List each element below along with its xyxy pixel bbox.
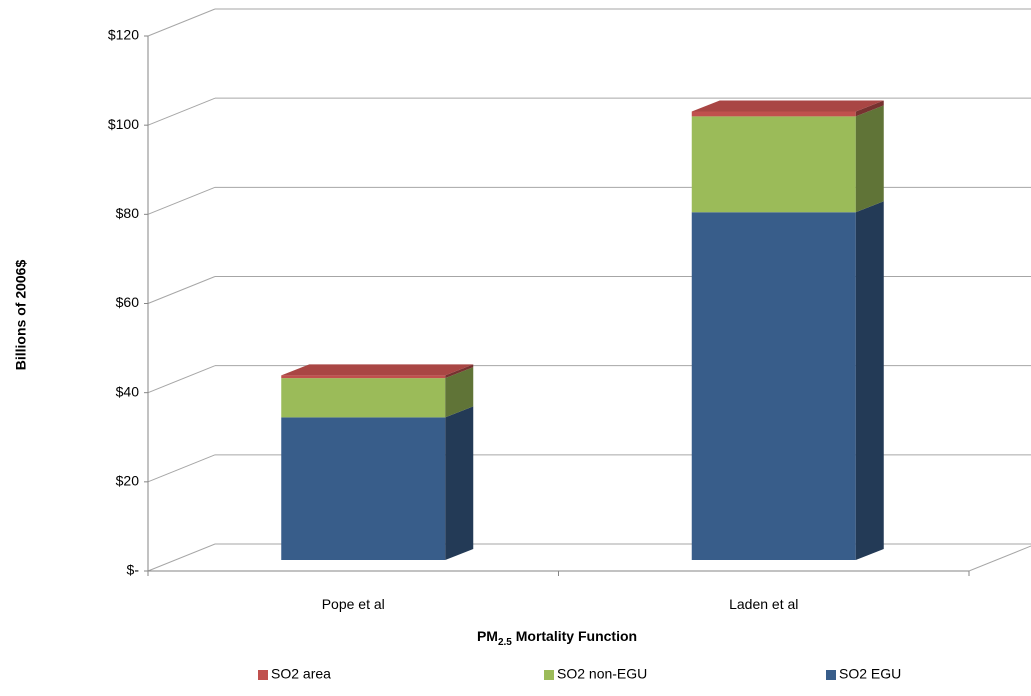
legend-label: SO2 area [271,666,331,682]
axes [144,35,970,576]
y-tick-label: $80 [116,205,140,221]
bar-segment-side [855,100,884,117]
bar-segment [281,364,474,379]
legend-swatch [258,670,268,680]
y-tick-labels: $- $20 $40 $60 $80 $100 $120 [108,27,139,578]
x-axis-title-main: PM [477,628,498,644]
bar-segment-front [281,378,446,418]
bar-segment-side [855,201,884,560]
y-tick-label: $100 [108,116,139,132]
legend-item: SO2 non-EGU [544,666,647,682]
floor [147,543,1031,572]
x-tick-label: Laden et al [729,596,798,612]
bar-segment [281,367,474,418]
bar-segment-side [445,367,474,418]
gridline-side [147,454,216,483]
legend: SO2 area SO2 non-EGU SO2 EGU [258,666,901,682]
y-tick-label: $- [127,562,140,578]
bar-segment-top [281,364,474,376]
y-tick-label: $20 [116,473,140,489]
bar-segment [281,406,474,560]
bar-segment [691,105,884,213]
gridline-side [147,97,216,126]
bar-segment-top [691,100,884,112]
bar-segment-front [691,116,856,213]
y-tick-label: $120 [108,27,139,43]
bar-segment-front [691,111,856,117]
bar-segment-side [855,105,884,213]
legend-item: SO2 EGU [826,666,901,682]
x-axis-title-subscript: 2.5 [498,637,512,648]
bar-segment-side [445,364,474,379]
bar-segment-front [281,417,446,560]
legend-swatch [826,670,836,680]
legend-label: SO2 EGU [839,666,901,682]
bars [281,100,884,560]
bar-segment [691,201,884,560]
x-tick-labels: Pope et al Laden et al [322,596,799,612]
bar-segment-front [691,212,856,560]
gridline-side [147,8,216,37]
legend-item: SO2 area [258,666,331,682]
legend-label: SO2 non-EGU [557,666,647,682]
bar-segment-front [281,375,446,379]
x-axis-title: PM2.5 Mortality Function [477,628,637,648]
gridline-side [147,276,216,304]
grid [147,8,1031,572]
y-axis-title: Billions of 2006$ [13,260,29,371]
y-tick-label: $40 [116,383,140,399]
bar-segment [691,100,884,117]
gridline-side [147,365,216,394]
y-tick-label: $60 [116,294,140,310]
gridline-side [147,186,216,215]
legend-swatch [544,670,554,680]
x-axis-title-rest: Mortality Function [512,628,637,644]
x-tick-label: Pope et al [322,596,385,612]
bar-segment-side [445,406,474,560]
